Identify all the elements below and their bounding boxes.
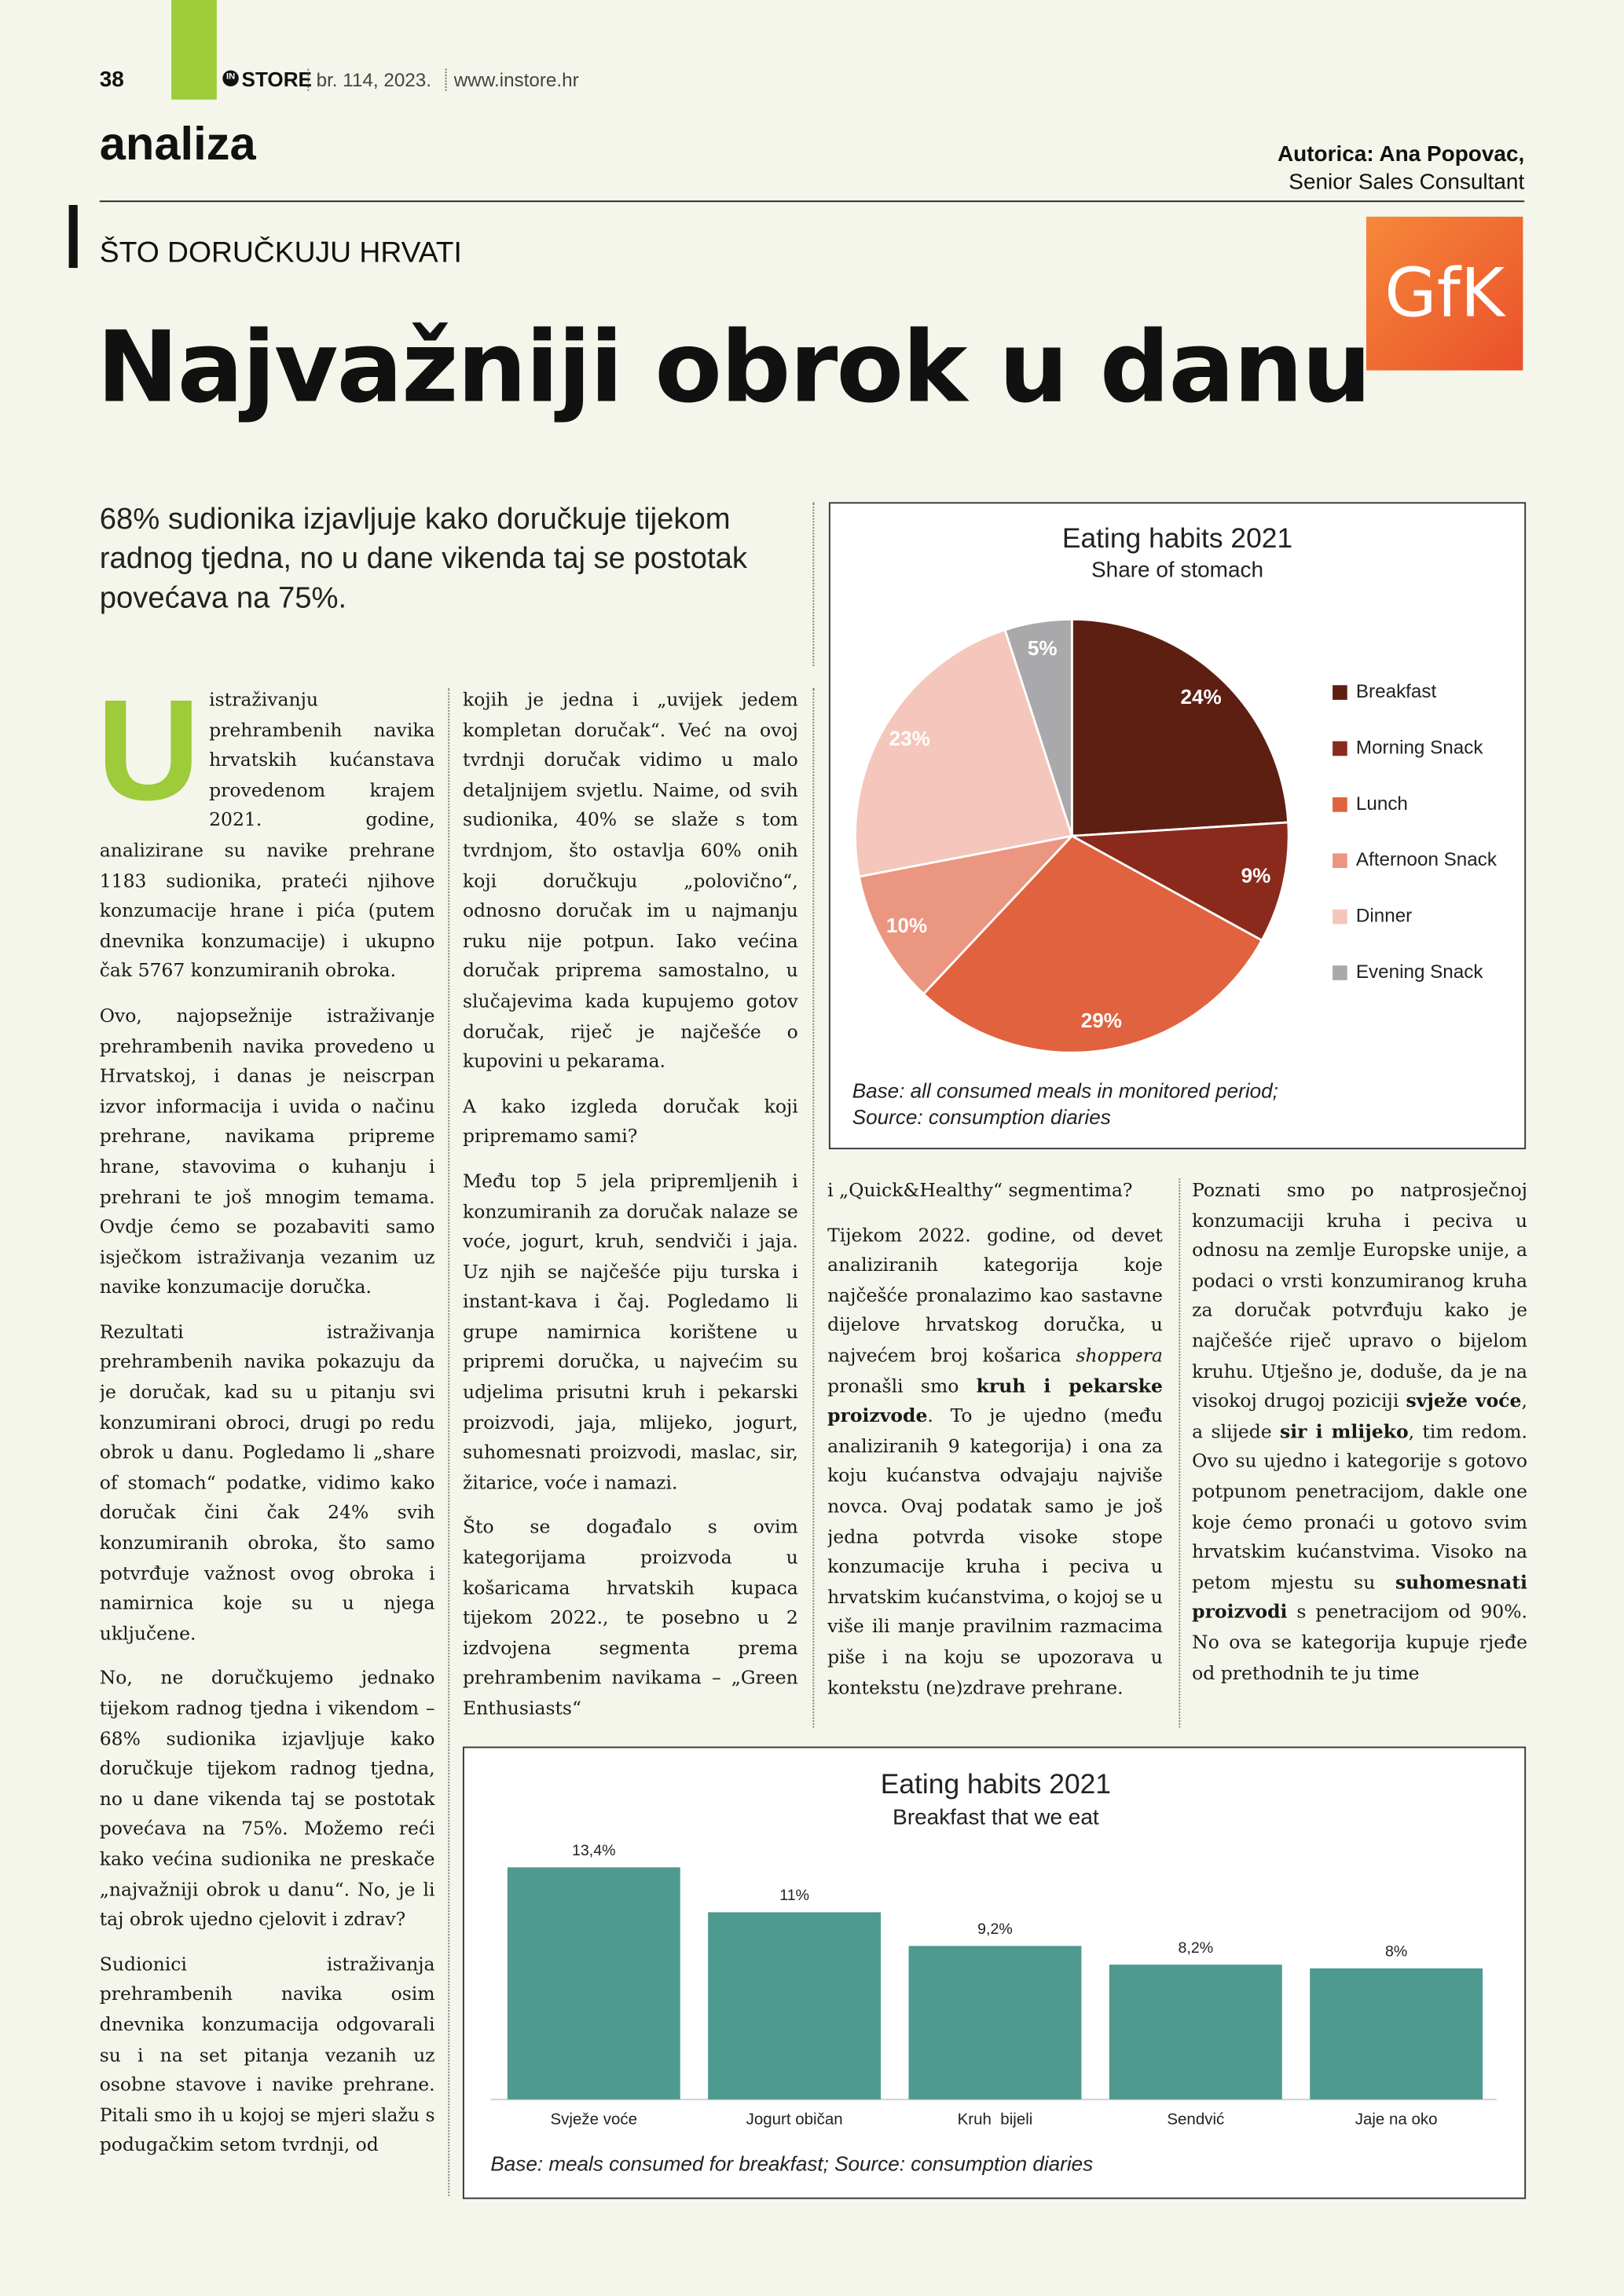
lead: 68% sudionika izjavljuje kako doručkuje … [99, 502, 747, 615]
x-tick-label: Kruh bijeli [958, 2110, 1033, 2128]
text: s penetracijom od 90%. No ova se kategor… [1192, 1600, 1527, 1683]
brand-badge: IN [222, 70, 239, 86]
pie-slice [1070, 618, 1290, 837]
paragraph: Rezultati istraživanja prehrambenih navi… [99, 1320, 435, 1644]
column: i „Quick&Healthy“ segmentima? Tijekom 20… [827, 1176, 1163, 1732]
paragraph: Sudionici istraživanja prehrambenih navi… [99, 1952, 435, 2156]
legend-swatch [1333, 909, 1347, 925]
value-label: 8% [1385, 1943, 1407, 1961]
tab [171, 0, 217, 100]
text: , a slijede [1192, 1390, 1527, 1442]
chart-note: Source: consumption diaries [852, 1105, 1111, 1129]
legend-swatch [1333, 853, 1347, 869]
divider [812, 688, 815, 1728]
bar [507, 1867, 680, 2100]
legend-swatch [1333, 965, 1347, 980]
legend-label: Lunch [1356, 793, 1408, 815]
legend-label: Breakfast [1356, 681, 1437, 702]
kicker-bar [68, 204, 78, 269]
brand: STORE [241, 67, 312, 91]
chart-subtitle: Share of stomach [1091, 557, 1263, 581]
issue: br. 114, 2023. [307, 68, 431, 91]
paragraph: Tijekom 2022. godine, od devet analizira… [827, 1221, 1163, 1703]
legend-swatch [1333, 741, 1347, 756]
x-tick-label: Svježe voće [551, 2110, 638, 2128]
text: . To je ujedno (među analiziranih 9 kate… [827, 1404, 1163, 1698]
legend-label: Evening Snack [1356, 961, 1483, 983]
title: Najvažniji obrok u danu [97, 310, 1372, 425]
value-label: 8,2% [1179, 1939, 1214, 1957]
bar-chart: Eating habits 2021 Breakfast that we eat 1… [462, 1746, 1527, 2199]
paragraph: Što se događalo s ovim kategorijama proi… [462, 1515, 798, 1719]
text: shoppera [1076, 1343, 1163, 1366]
website[interactable]: www.instore.hr [445, 68, 579, 91]
value-label: 9,2% [977, 1921, 1013, 1938]
drop-cap: U [99, 685, 200, 830]
bar [908, 1946, 1082, 2100]
paragraph: A kako izgleda doručak koji pripremamo s… [462, 1094, 798, 1147]
text: , tim redom. Ovo su ujedno i kategorije … [1192, 1419, 1527, 1593]
paragraph: No, ne doručkujemo jednako tijekom radno… [99, 1666, 435, 1930]
value-label: 24% [1181, 685, 1222, 709]
paragraph: i „Quick&Healthy“ segmentima? [827, 1178, 1133, 1201]
pie-slice [1068, 821, 1290, 943]
value-label: 23% [889, 727, 930, 750]
pie-slice [1003, 618, 1073, 837]
legend-swatch [1333, 685, 1347, 700]
paragraph: Ovo, najopsežnije istraživanje prehrambe… [99, 1004, 435, 1298]
author: Autorica: Ana Popovac, [1277, 141, 1525, 167]
legend-label: Dinner [1356, 906, 1412, 927]
kicker: ŠTO DORUČKUJU HRVATI [99, 236, 462, 269]
value-label: 5% [1028, 636, 1058, 660]
x-tick-label: Jogurt običan [746, 2110, 843, 2128]
chart-note: Base: meals consumed for breakfast; Sour… [490, 2152, 1093, 2176]
pie-slice [854, 628, 1074, 878]
paragraph: Poznati smo po natprosječnoj konzumaciji… [1192, 1176, 1527, 1689]
divider [812, 502, 815, 667]
value-label: 9% [1241, 863, 1271, 887]
text: kruh i pekarske proizvode [827, 1374, 1163, 1426]
x-tick-label: Sendvić [1167, 2110, 1224, 2128]
pie-slice [857, 834, 1076, 996]
text: istraživanju prehrambenih navika hrvatsk… [99, 688, 435, 982]
text: suhomesnati proizvodi [1192, 1570, 1527, 1623]
chart-title: Eating habits 2021 [881, 1768, 1111, 1800]
section: analiza [99, 117, 256, 170]
value-label: 29% [1081, 1009, 1122, 1032]
chart-note: Base: all consumed meals in monitored pe… [852, 1078, 1278, 1102]
page-number: 38 [99, 67, 124, 93]
column: kojih je jedna i „uvijek jedem kompletan… [463, 685, 798, 1732]
x-tick-label: Jaje na oko [1355, 2110, 1438, 2128]
value-label: 10% [886, 914, 927, 937]
text: sir i mlijeko [1280, 1419, 1409, 1442]
chart-subtitle: Breakfast that we eat [893, 1804, 1099, 1829]
column: U istraživanju prehrambenih navika hrvat… [100, 685, 435, 2207]
value-label: 13,4% [572, 1842, 615, 1859]
column: Poznati smo po natprosječnoj konzumaciji… [1192, 1176, 1527, 1732]
bar [708, 1912, 882, 2100]
divider [1179, 1178, 1181, 1728]
legend-label: Afternoon Snack [1356, 849, 1498, 870]
bar [1109, 1965, 1282, 2100]
text: Poznati smo po natprosječnoj konzumaciji… [1192, 1178, 1527, 1412]
divider [448, 688, 450, 2196]
paragraph: kojih je jedna i „uvijek jedem kompletan… [462, 688, 798, 1072]
value-label: 11% [779, 1887, 809, 1904]
text: svježe voće [1406, 1390, 1522, 1412]
text: Tijekom 2022. godine, od devet analizira… [827, 1223, 1163, 1366]
legend-swatch [1333, 797, 1347, 812]
chart-title: Eating habits 2021 [1062, 522, 1292, 554]
legend-label: Morning Snack [1356, 737, 1483, 758]
author-role: Senior Sales Consultant [1289, 170, 1525, 195]
rule [99, 200, 1525, 203]
bar [1310, 1968, 1483, 2100]
paragraph: U istraživanju prehrambenih navika hrvat… [100, 685, 435, 987]
text: pronašli smo [827, 1374, 977, 1397]
paragraph: Među top 5 jela pripremljenih i konzumir… [462, 1170, 798, 1493]
logo: GfK [1366, 216, 1523, 371]
pie-chart: Eating habits 2021 Share of stomach 24% 9% 2… [828, 502, 1527, 1150]
pie-slice [922, 834, 1263, 1054]
